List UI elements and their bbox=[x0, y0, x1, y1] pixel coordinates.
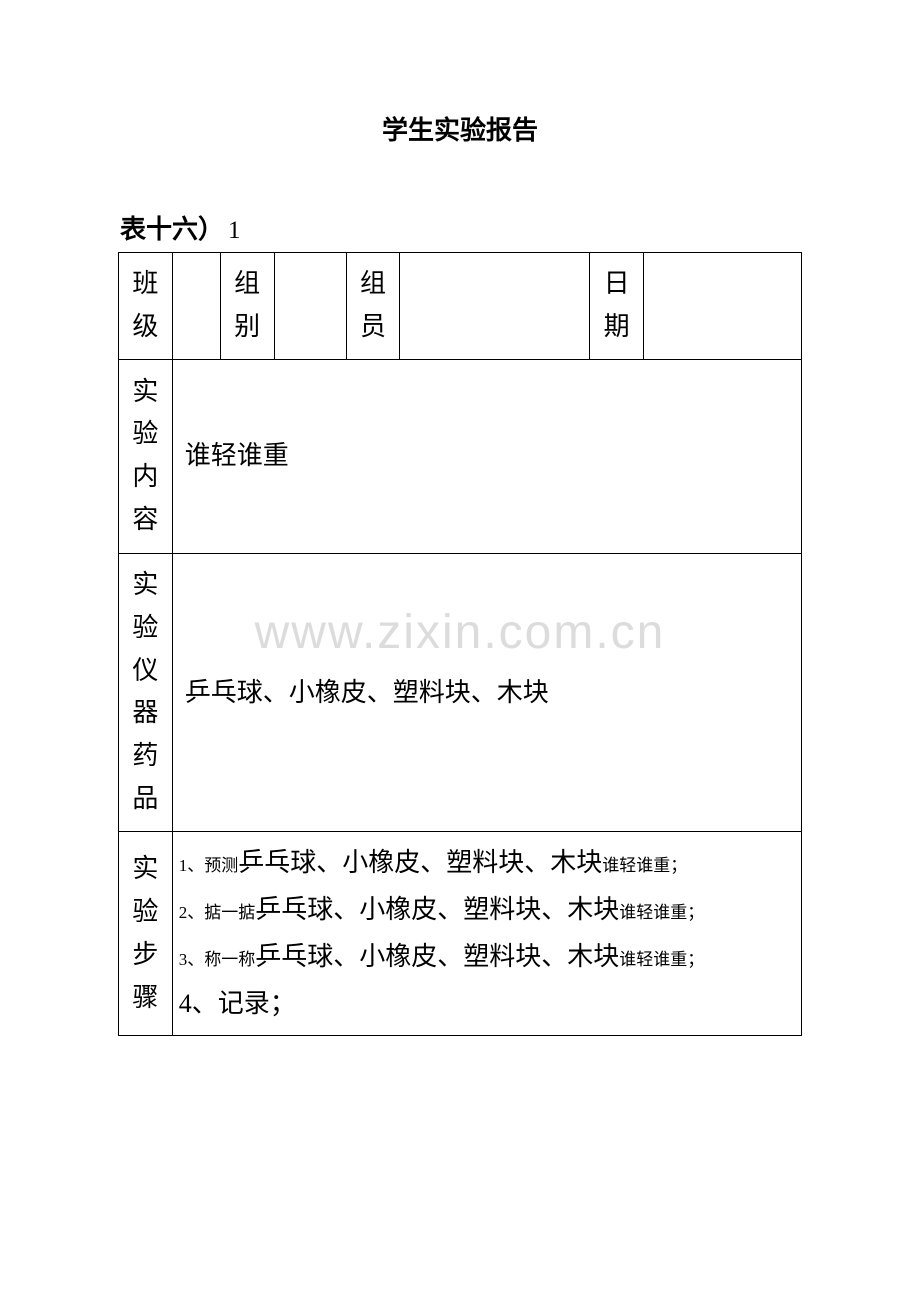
table-label-suffix: 1 bbox=[228, 217, 241, 244]
step-4: 4、记录； bbox=[179, 981, 795, 1028]
group-label: 组别 bbox=[220, 253, 274, 360]
step2-post: 谁轻谁重； bbox=[619, 903, 704, 922]
step3-mid: 乒乓球、小橡皮、塑料块、木块 bbox=[255, 942, 619, 971]
step3-pre: 3、称一称 bbox=[179, 950, 256, 969]
steps-row: 实验步骤 1、预测乒乓球、小橡皮、塑料块、木块谁轻谁重； 2、掂一掂乒乓球、小橡… bbox=[119, 832, 802, 1036]
step-3: 3、称一称乒乓球、小橡皮、塑料块、木块谁轻谁重； bbox=[179, 934, 795, 981]
member-label: 组员 bbox=[346, 253, 400, 360]
step1-pre: 1、预测 bbox=[179, 856, 239, 875]
table-label: 表十六）1 bbox=[120, 209, 802, 246]
page-container: 学生实验报告 表十六）1 班级 组别 组员 日期 实验内容 谁轻谁重 实验仪器药… bbox=[0, 0, 920, 1036]
equipment-value: 乒乓球、小橡皮、塑料块、木块 bbox=[172, 553, 801, 831]
date-label: 日期 bbox=[590, 253, 644, 360]
content-value: 谁轻谁重 bbox=[172, 359, 801, 553]
class-value bbox=[172, 253, 220, 360]
experiment-table: 班级 组别 组员 日期 实验内容 谁轻谁重 实验仪器药品 乒乓球、小橡皮、塑料块… bbox=[118, 252, 802, 1036]
step-1: 1、预测乒乓球、小橡皮、塑料块、木块谁轻谁重； bbox=[179, 840, 795, 887]
header-row: 班级 组别 组员 日期 bbox=[119, 253, 802, 360]
step-2: 2、掂一掂乒乓球、小橡皮、塑料块、木块谁轻谁重； bbox=[179, 887, 795, 934]
content-label: 实验内容 bbox=[119, 359, 173, 553]
step2-pre: 2、掂一掂 bbox=[179, 903, 256, 922]
steps-value: 1、预测乒乓球、小橡皮、塑料块、木块谁轻谁重； 2、掂一掂乒乓球、小橡皮、塑料块… bbox=[172, 832, 801, 1036]
class-label: 班级 bbox=[119, 253, 173, 360]
step2-mid: 乒乓球、小橡皮、塑料块、木块 bbox=[255, 895, 619, 924]
step1-mid: 乒乓球、小橡皮、塑料块、木块 bbox=[238, 848, 602, 877]
steps-label: 实验步骤 bbox=[119, 832, 173, 1036]
step1-post: 谁轻谁重； bbox=[602, 856, 687, 875]
document-title: 学生实验报告 bbox=[118, 110, 802, 147]
equipment-row: 实验仪器药品 乒乓球、小橡皮、塑料块、木块 bbox=[119, 553, 802, 831]
equipment-label: 实验仪器药品 bbox=[119, 553, 173, 831]
step3-post: 谁轻谁重； bbox=[619, 950, 704, 969]
content-row: 实验内容 谁轻谁重 bbox=[119, 359, 802, 553]
member-value bbox=[400, 253, 590, 360]
table-label-text: 表十六） bbox=[120, 215, 224, 244]
group-value bbox=[274, 253, 346, 360]
date-value bbox=[644, 253, 802, 360]
